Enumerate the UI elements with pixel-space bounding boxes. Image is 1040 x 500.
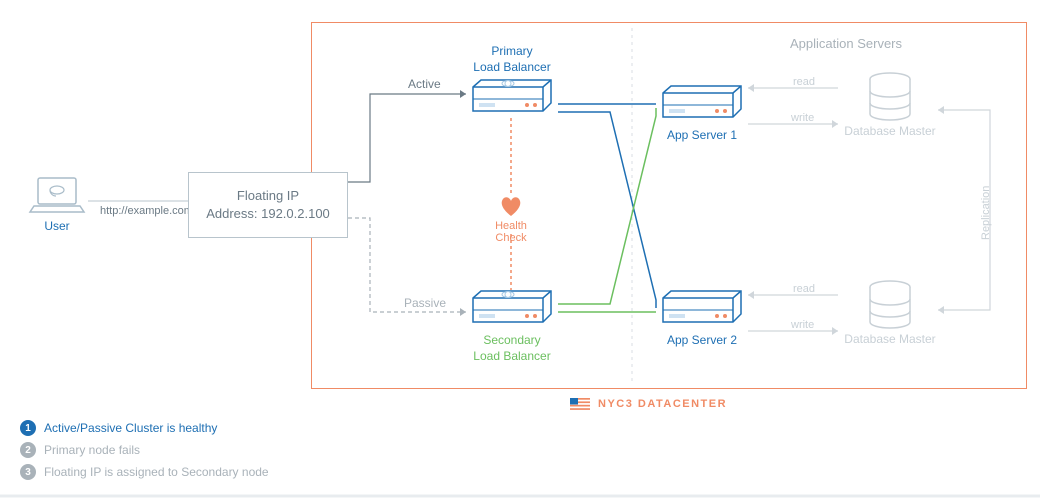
replication-label: Replication bbox=[980, 186, 992, 240]
write2-label: write bbox=[791, 319, 814, 331]
us-flag-icon bbox=[570, 398, 590, 410]
legend-text-2: Primary node fails bbox=[44, 443, 140, 457]
user-label: User bbox=[26, 219, 88, 235]
server-icon bbox=[469, 290, 555, 326]
legend-num-2: 2 bbox=[20, 442, 36, 458]
database-icon bbox=[864, 280, 916, 330]
laptop-icon bbox=[28, 176, 86, 214]
datacenter-label: NYC3 DATACENTER bbox=[570, 398, 727, 410]
healthcheck-label: Health Check bbox=[478, 220, 544, 244]
legend-item-2: 2 Primary node fails bbox=[20, 442, 269, 458]
floating-ip-address: Address: 192.0.2.100 bbox=[199, 205, 337, 223]
primary-lb-l2: Load Balancer bbox=[468, 60, 556, 76]
server-icon bbox=[659, 85, 745, 121]
legend-text-3: Floating IP is assigned to Secondary nod… bbox=[44, 465, 269, 479]
legend-item-1: 1 Active/Passive Cluster is healthy bbox=[20, 420, 269, 436]
user-url: http://example.com/ bbox=[100, 205, 196, 217]
database-icon bbox=[864, 72, 916, 122]
server-icon bbox=[469, 79, 555, 115]
floating-ip-box: Floating IP Address: 192.0.2.100 bbox=[188, 172, 348, 238]
db2-label: Database Master bbox=[842, 332, 938, 348]
secondary-lb-l2: Load Balancer bbox=[468, 349, 556, 365]
edge-active-label: Active bbox=[408, 77, 441, 91]
secondary-lb-node: Secondary Load Balancer bbox=[468, 290, 556, 364]
write1-label: write bbox=[791, 112, 814, 124]
user-node: User bbox=[26, 176, 88, 235]
app1-label: App Server 1 bbox=[658, 128, 746, 144]
diagram-canvas: User http://example.com/ Floating IP Add… bbox=[0, 0, 1040, 500]
secondary-lb-l1: Secondary bbox=[468, 333, 556, 349]
db1-label: Database Master bbox=[842, 124, 938, 140]
primary-lb-node: Primary Load Balancer bbox=[468, 44, 556, 120]
read1-label: read bbox=[793, 76, 815, 88]
heart-icon bbox=[499, 196, 523, 218]
legend-num-3: 3 bbox=[20, 464, 36, 480]
datacenter-label-text: NYC3 DATACENTER bbox=[598, 398, 727, 410]
legend-item-3: 3 Floating IP is assigned to Secondary n… bbox=[20, 464, 269, 480]
primary-lb-l1: Primary bbox=[468, 44, 556, 60]
app-server-2-node: App Server 2 bbox=[658, 290, 746, 349]
app-servers-label: Application Servers bbox=[790, 36, 902, 51]
healthcheck: Health Check bbox=[478, 196, 544, 244]
app2-label: App Server 2 bbox=[658, 333, 746, 349]
app-server-1-node: App Server 1 bbox=[658, 85, 746, 144]
floating-ip-title: Floating IP bbox=[199, 187, 337, 205]
legend-num-1: 1 bbox=[20, 420, 36, 436]
read2-label: read bbox=[793, 283, 815, 295]
legend-text-1: Active/Passive Cluster is healthy bbox=[44, 421, 217, 435]
db-master-2-node: Database Master bbox=[842, 280, 938, 348]
db-master-1-node: Database Master bbox=[842, 72, 938, 140]
edge-passive-label: Passive bbox=[404, 296, 446, 310]
legend: 1 Active/Passive Cluster is healthy 2 Pr… bbox=[20, 420, 269, 486]
server-icon bbox=[659, 290, 745, 326]
